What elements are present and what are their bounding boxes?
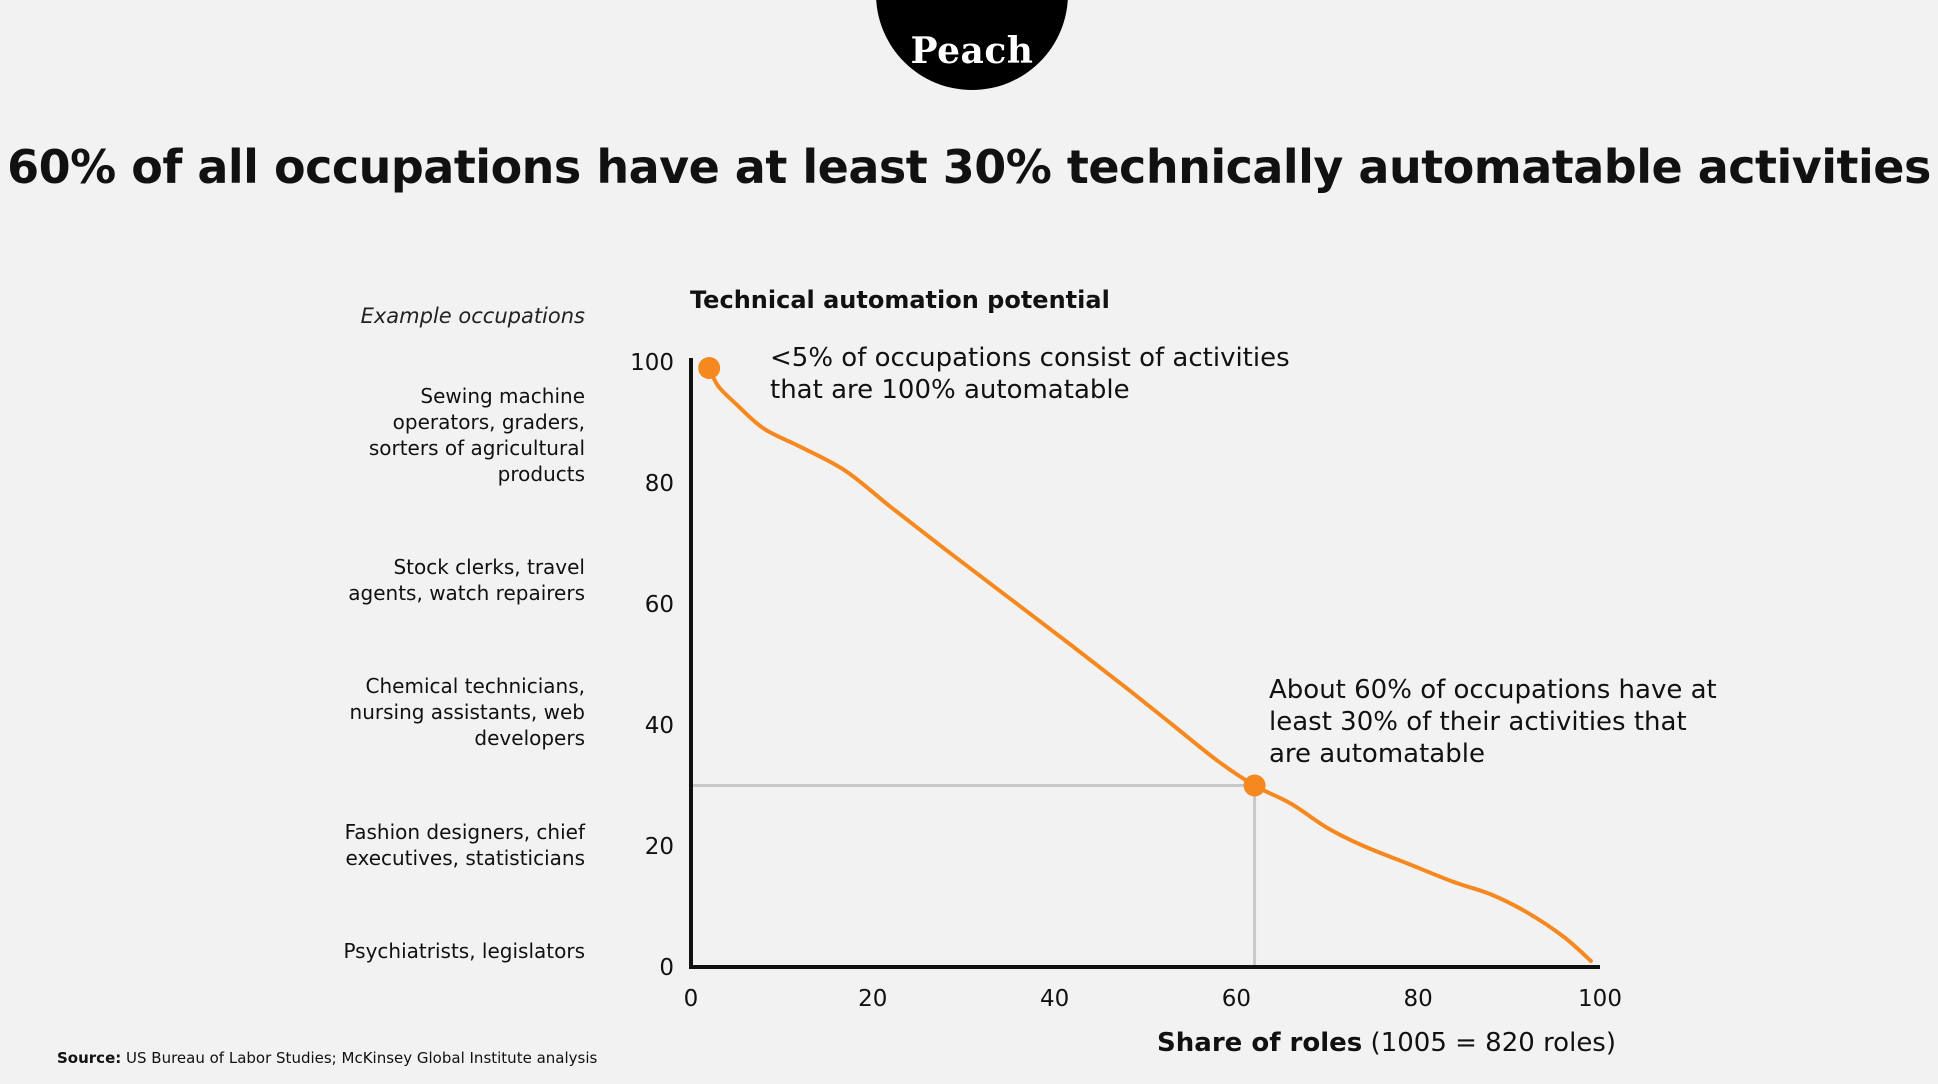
x-axis-label-bold: Share of roles xyxy=(1157,1028,1363,1058)
y-tick-label: 40 xyxy=(645,713,674,739)
logo-text: Peach xyxy=(910,30,1034,72)
examples-heading: Example occupations xyxy=(360,304,585,328)
x-axis-label: Share of roles (1005 = 820 roles) xyxy=(1157,1028,1616,1058)
source-note: Source: US Bureau of Labor Studies; McKi… xyxy=(57,1049,597,1067)
annotation-line: About 60% of occupations have at xyxy=(1269,675,1717,705)
y-tick-label: 0 xyxy=(659,955,674,981)
y-tick-label: 60 xyxy=(645,592,674,618)
y-tick-labels: 0 20 40 60 80 100 xyxy=(630,350,674,981)
series-line xyxy=(707,366,1593,963)
x-tick-label: 40 xyxy=(1040,986,1069,1012)
occupation-line: developers xyxy=(474,726,585,750)
highlight-point xyxy=(698,357,721,380)
occupation-line: Sewing machine xyxy=(420,384,585,408)
occupation-line: Chemical technicians, xyxy=(365,674,585,698)
annotation-mid: About 60% of occupations have at least 3… xyxy=(1269,674,1717,770)
occupation-line: agents, watch repairers xyxy=(348,581,585,605)
occupation-line: nursing assistants, web xyxy=(349,700,585,724)
x-tick-labels: 0 20 40 60 80 100 xyxy=(684,986,1622,1012)
annotation-line: that are 100% automatable xyxy=(770,375,1130,405)
highlight-points xyxy=(698,357,1266,797)
occupation-group-70: Stock clerks, travel agents, watch repai… xyxy=(300,554,585,606)
annotation-top: <5% of occupations consist of activities… xyxy=(770,342,1290,406)
annotation-line: <5% of occupations consist of activities xyxy=(770,343,1290,373)
occupation-line: sorters of agricultural xyxy=(368,436,585,460)
y-tick-label: 100 xyxy=(630,350,674,376)
occupation-line: Psychiatrists, legislators xyxy=(343,939,585,963)
x-tick-label: 80 xyxy=(1404,986,1433,1012)
x-tick-label: 0 xyxy=(684,986,699,1012)
x-tick-label: 100 xyxy=(1578,986,1622,1012)
source-text: US Bureau of Labor Studies; McKinsey Glo… xyxy=(126,1049,598,1067)
occupation-group-100: Sewing machine operators, graders, sorte… xyxy=(300,383,585,487)
occupation-group-20: Fashion designers, chief executives, sta… xyxy=(300,819,585,871)
series-group xyxy=(707,366,1593,963)
annotation-line: are automatable xyxy=(1269,739,1485,769)
occupation-line: products xyxy=(497,462,585,486)
x-tick-label: 60 xyxy=(1222,986,1251,1012)
occupation-line: Fashion designers, chief xyxy=(344,820,585,844)
occupation-group-0: Psychiatrists, legislators xyxy=(300,938,585,964)
annotation-line: least 30% of their activities that xyxy=(1269,707,1687,737)
chart-axes xyxy=(689,358,1600,969)
occupation-group-50: Chemical technicians, nursing assistants… xyxy=(300,673,585,751)
y-tick-label: 80 xyxy=(645,471,674,497)
guide-lines xyxy=(691,784,1257,967)
occupation-line: operators, graders, xyxy=(392,410,585,434)
occupation-line: executives, statisticians xyxy=(345,846,585,870)
source-label: Source: xyxy=(57,1049,122,1067)
y-tick-label: 20 xyxy=(645,834,674,860)
x-tick-label: 20 xyxy=(858,986,887,1012)
occupation-line: Stock clerks, travel xyxy=(393,555,585,579)
x-axis-label-rest: (1005 = 820 roles) xyxy=(1370,1028,1616,1058)
page-title: 60% of all occupations have at least 30%… xyxy=(7,140,1931,194)
highlight-point xyxy=(1243,774,1266,797)
chart-title: Technical automation potential xyxy=(690,286,1110,314)
